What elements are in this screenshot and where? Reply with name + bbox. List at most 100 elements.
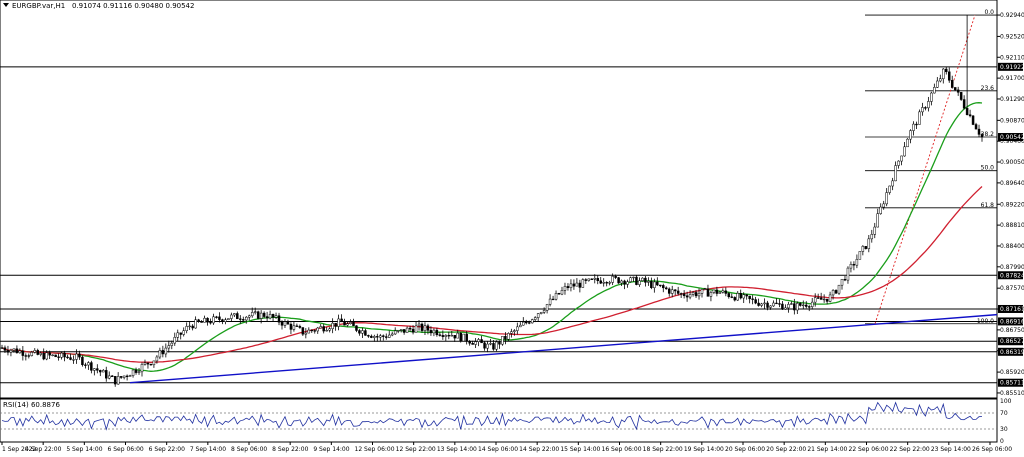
candle-body bbox=[9, 349, 13, 353]
candle-body bbox=[387, 334, 391, 338]
candle-body bbox=[563, 286, 567, 291]
candle-body bbox=[724, 290, 728, 294]
candle-body bbox=[444, 335, 448, 337]
candle-body bbox=[799, 303, 802, 306]
candle-body bbox=[611, 276, 614, 283]
candle-body bbox=[575, 282, 579, 287]
candle-body bbox=[781, 303, 784, 310]
candle-body bbox=[676, 290, 680, 294]
candle-body bbox=[146, 362, 150, 365]
time-label: 12 Sep 22:00 bbox=[396, 446, 436, 453]
candle-body bbox=[605, 282, 608, 284]
candle-body bbox=[340, 318, 343, 323]
candle-body bbox=[861, 246, 865, 252]
candle-body bbox=[203, 317, 206, 323]
trendline-line bbox=[129, 313, 998, 384]
candle-body bbox=[796, 303, 799, 311]
price-tick-label: 0.90050 bbox=[1000, 159, 1024, 166]
candle-body bbox=[164, 347, 168, 355]
candle-body bbox=[84, 364, 87, 366]
rsi-plot-frame bbox=[0, 398, 998, 443]
candle-body bbox=[343, 321, 346, 326]
candle-body bbox=[402, 329, 406, 333]
candle-body bbox=[322, 326, 325, 332]
candle-body bbox=[864, 246, 868, 249]
candle-body bbox=[486, 343, 489, 349]
candle-body bbox=[268, 314, 272, 319]
fibo-level-label: 100.0 bbox=[977, 318, 994, 325]
candle-body bbox=[382, 335, 385, 337]
candle-body bbox=[507, 333, 510, 340]
candle-body bbox=[441, 335, 445, 337]
candle-body bbox=[69, 357, 72, 360]
candle-body bbox=[197, 319, 200, 322]
candle-body bbox=[212, 316, 215, 324]
candle-body bbox=[584, 279, 588, 281]
candle-body bbox=[60, 352, 63, 358]
candle-body bbox=[408, 327, 412, 330]
time-label: 13 Sep 14:00 bbox=[437, 446, 477, 453]
candle-body bbox=[179, 332, 182, 335]
candle-body bbox=[614, 276, 617, 278]
price-tag-label: 0.86319 bbox=[1000, 349, 1024, 356]
price-tick-label: 0.90460 bbox=[1000, 138, 1024, 145]
time-label: 14 Sep 22:00 bbox=[519, 446, 559, 453]
fibo-level-label: 50.0 bbox=[981, 165, 995, 172]
dropdown-arrow-icon[interactable] bbox=[3, 3, 9, 7]
candle-body bbox=[370, 335, 373, 338]
candle-body bbox=[149, 363, 153, 366]
candle-body bbox=[769, 305, 772, 308]
candle-body bbox=[819, 297, 823, 300]
candle-body bbox=[75, 353, 78, 360]
candle-body bbox=[945, 68, 948, 73]
candle-body bbox=[891, 180, 894, 187]
candle-body bbox=[230, 314, 233, 319]
ohlc-values: 0.91074 0.91116 0.90480 0.90542 bbox=[72, 2, 194, 10]
candle-body bbox=[420, 323, 424, 331]
candle-body bbox=[876, 213, 879, 228]
fibo-level-label: 23.6 bbox=[981, 85, 995, 92]
candle-body bbox=[331, 322, 334, 329]
candle-body bbox=[209, 321, 212, 324]
candle-body bbox=[882, 203, 885, 208]
candle-body bbox=[536, 313, 540, 318]
price-tick-label: 0.86750 bbox=[1000, 327, 1024, 334]
rsi-indicator bbox=[0, 401, 997, 431]
candle-body bbox=[39, 352, 42, 355]
price-tick-label: 0.88810 bbox=[1000, 222, 1024, 229]
candle-body bbox=[167, 345, 171, 349]
candle-body bbox=[218, 316, 221, 320]
price-tag-label: 0.86916 bbox=[1000, 318, 1024, 325]
price-tick-label: 0.87990 bbox=[1000, 264, 1024, 271]
candle-body bbox=[736, 293, 739, 301]
candle-body bbox=[48, 352, 51, 356]
candle-body bbox=[36, 350, 39, 355]
candle-body bbox=[90, 362, 93, 371]
candle-body bbox=[30, 352, 34, 356]
candle-body bbox=[950, 80, 954, 88]
candle-body bbox=[96, 368, 99, 371]
candle-body bbox=[379, 335, 382, 338]
rsi-tick-label: 100 bbox=[1000, 398, 1012, 405]
candle-body bbox=[525, 321, 528, 324]
candle-body bbox=[119, 376, 123, 378]
fibo-level-label: 0.0 bbox=[984, 9, 994, 16]
price-tag bbox=[998, 347, 1023, 356]
price-tag-label: 0.87161 bbox=[1000, 306, 1024, 313]
candle-body bbox=[831, 290, 835, 296]
price-tag bbox=[998, 378, 1023, 387]
candle-body bbox=[450, 335, 454, 337]
candle-body bbox=[63, 352, 66, 358]
candle-body bbox=[188, 325, 191, 328]
price-tags: 0.91922 0.90542 0.87824 0.87161 0.86916 0.865… bbox=[998, 62, 1024, 387]
trendline[interactable] bbox=[129, 313, 998, 384]
candle-body bbox=[465, 333, 468, 342]
time-label: 5 Sep 14:00 bbox=[66, 446, 102, 453]
candle-body bbox=[307, 329, 311, 334]
candle-body bbox=[828, 294, 832, 302]
candle-body bbox=[233, 313, 236, 316]
candle-body bbox=[18, 350, 22, 354]
candle-body bbox=[581, 279, 585, 288]
